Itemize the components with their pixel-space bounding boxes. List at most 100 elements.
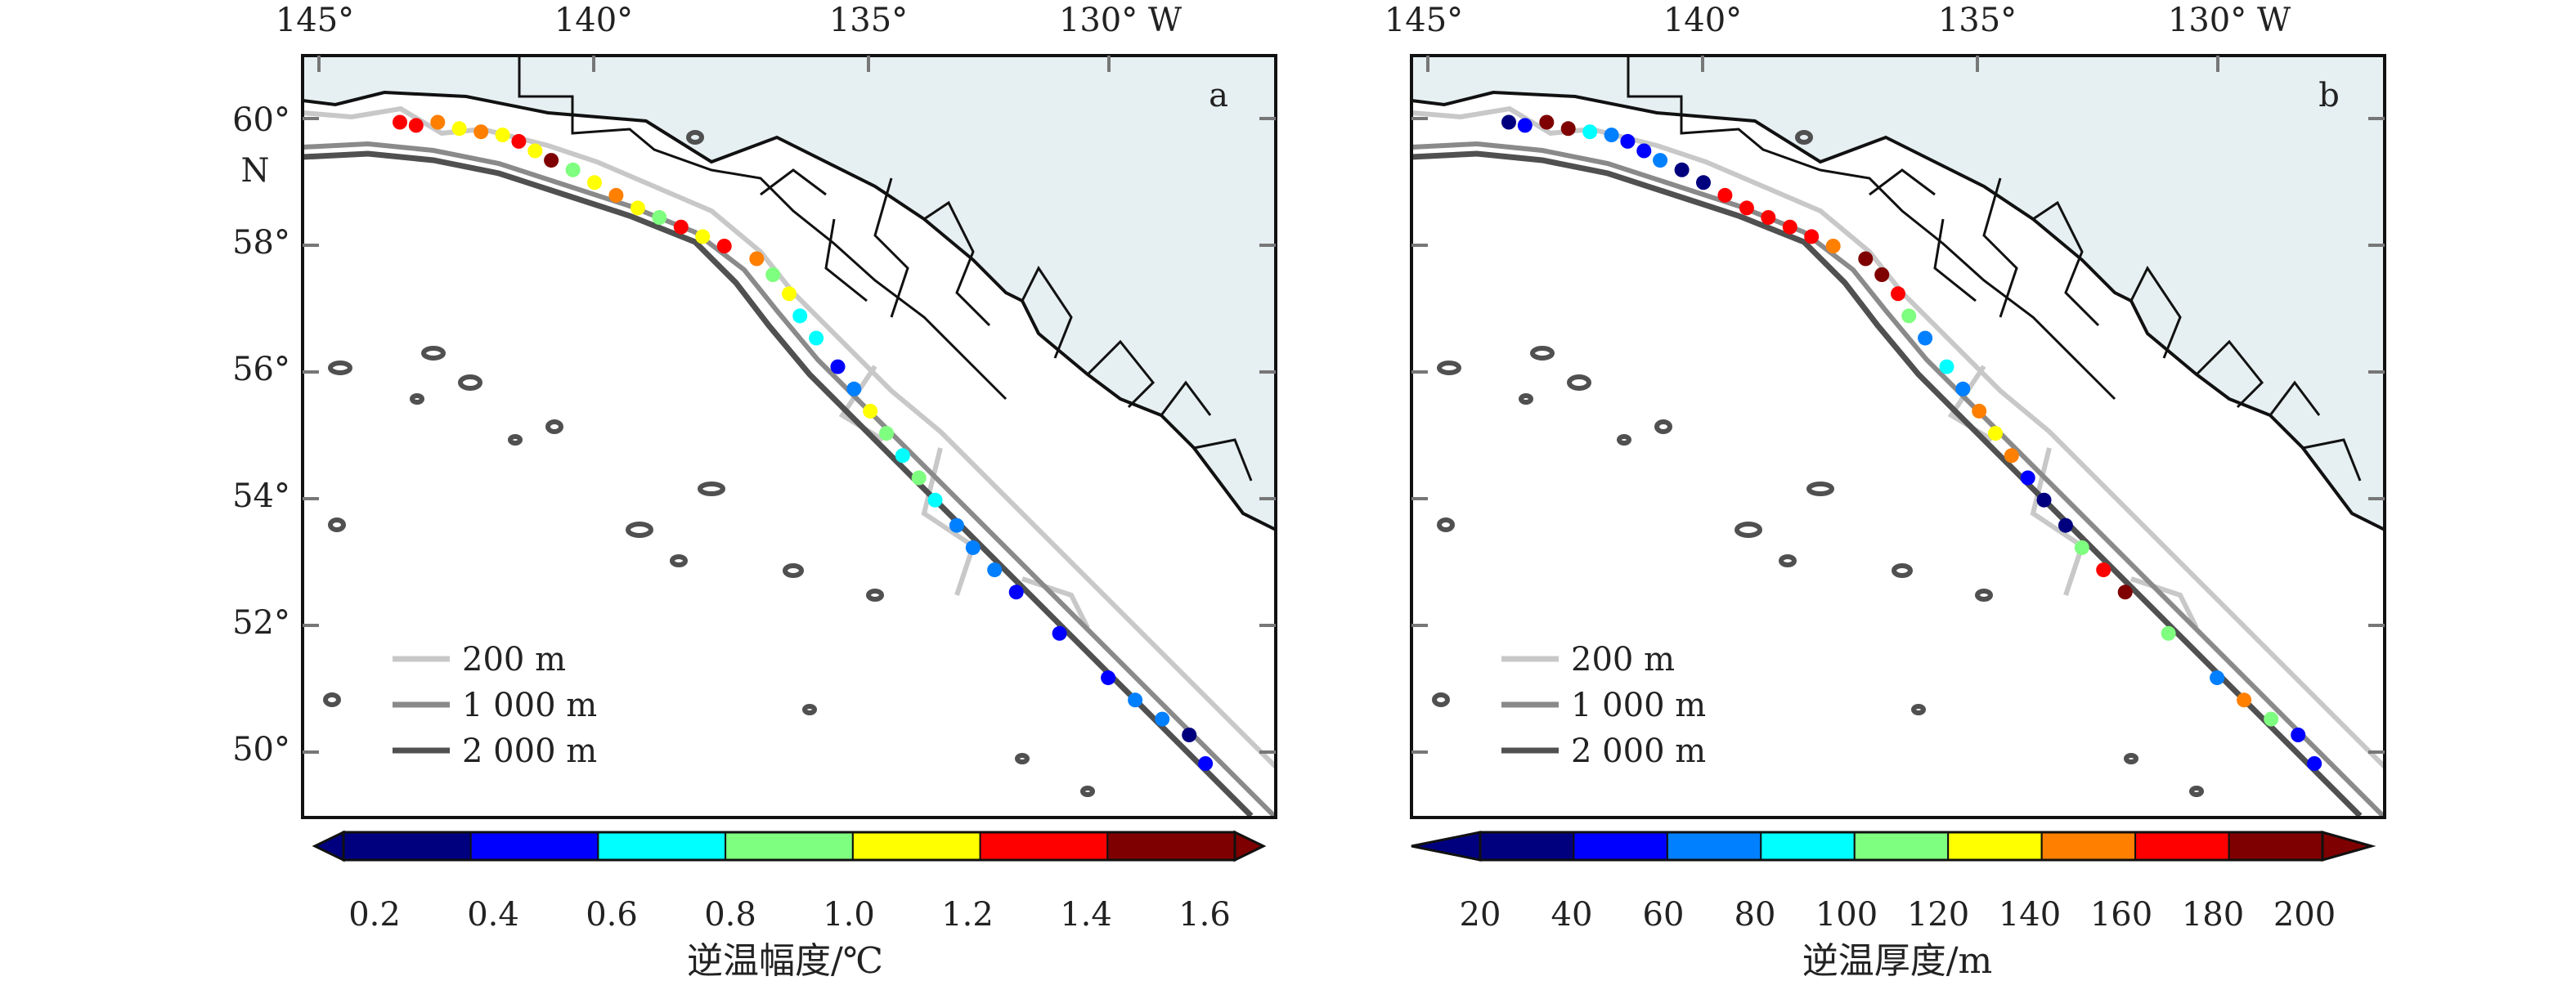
observation-point bbox=[1874, 267, 1890, 282]
observation-point bbox=[608, 187, 624, 203]
colorbar-cells-b bbox=[1479, 831, 2324, 861]
colorbar-title-a: 逆温幅度/℃ bbox=[687, 940, 883, 982]
colorbar-cell bbox=[2040, 831, 2137, 861]
observation-point bbox=[393, 114, 407, 130]
lon-tick-label: 140° bbox=[1663, 2, 1742, 39]
observation-point bbox=[1988, 426, 2003, 441]
observation-point bbox=[565, 162, 581, 177]
observation-point bbox=[451, 121, 467, 137]
map-panel-a: 145° 140° 135° 130° W 60° N 58° 56° 54° … bbox=[232, 2, 1277, 982]
fjords bbox=[760, 168, 1253, 482]
colorbar-b bbox=[1411, 831, 2376, 862]
land bbox=[1411, 56, 2385, 530]
border-line bbox=[1627, 56, 2116, 401]
observation-point bbox=[911, 470, 927, 486]
observation-point bbox=[809, 330, 824, 346]
observation-point bbox=[2020, 470, 2035, 486]
colorbar-tick-label: 1.0 bbox=[823, 896, 875, 934]
observation-point bbox=[408, 118, 424, 133]
isobath-2000 bbox=[303, 150, 1254, 818]
colorbar-cell bbox=[1947, 831, 2043, 861]
colorbar-tick-label: 200 bbox=[2273, 896, 2336, 934]
observation-point bbox=[2264, 711, 2279, 727]
observation-point bbox=[1501, 114, 1516, 130]
observation-point bbox=[987, 562, 1003, 578]
isobath-legend-b: 200 m 1 000 m 2 000 m bbox=[1501, 641, 1706, 770]
colorbar-arrow-low bbox=[1411, 831, 1482, 862]
observation-point bbox=[652, 210, 667, 225]
observation-point bbox=[1696, 175, 1711, 190]
map-panel-b: 145° 140° 135° 130° W b 200 m 1 000 m 2 … bbox=[1384, 2, 2386, 982]
observation-point bbox=[749, 251, 765, 267]
colorbar-frame-b bbox=[1479, 831, 2324, 862]
observation-point bbox=[544, 153, 559, 168]
colorbar-cell bbox=[597, 831, 727, 861]
colorbar-tick-label: 60 bbox=[1643, 896, 1685, 934]
observation-point bbox=[879, 426, 894, 441]
colorbar-cell bbox=[1573, 831, 1668, 861]
frame-ticks-b bbox=[1411, 56, 2385, 754]
colorbar-cell bbox=[1760, 831, 1856, 861]
observation-point bbox=[1128, 692, 1143, 708]
lat-tick-label: 50° bbox=[232, 731, 290, 768]
observation-point bbox=[1582, 124, 1598, 140]
observation-point bbox=[2096, 562, 2112, 578]
border-line bbox=[518, 56, 1008, 401]
observation-point bbox=[1052, 625, 1067, 641]
observation-point bbox=[1782, 219, 1797, 235]
panel-label-b: b bbox=[2318, 77, 2340, 114]
observation-point bbox=[863, 403, 878, 419]
observation-point bbox=[1198, 756, 1214, 771]
legend-label-2000: 2 000 m bbox=[462, 732, 597, 770]
colorbar-ticks-a: 0.2 0.4 0.6 0.8 1.0 1.2 1.4 1.6 bbox=[348, 896, 1231, 934]
observation-point bbox=[846, 381, 862, 396]
colorbar-frame-a bbox=[342, 831, 1236, 862]
observation-point bbox=[1155, 711, 1170, 727]
observation-point bbox=[1517, 118, 1533, 133]
legend-label-1000: 1 000 m bbox=[1571, 687, 1706, 724]
frame-ticks-a bbox=[303, 56, 1276, 754]
observation-point bbox=[782, 286, 797, 302]
observation-point bbox=[1972, 403, 1987, 419]
observation-point bbox=[673, 219, 689, 235]
observation-point bbox=[830, 359, 846, 374]
observation-point bbox=[473, 124, 489, 140]
colorbar-ticks-b: 20 40 60 80 100 120 140 160 180 200 bbox=[1460, 896, 2336, 934]
colorbar-tick-label: 180 bbox=[2182, 896, 2244, 934]
colorbar-tick-label: 0.6 bbox=[586, 896, 638, 934]
observation-point bbox=[1604, 128, 1619, 143]
observation-points-a bbox=[393, 114, 1214, 771]
colorbar-tick-label: 1.4 bbox=[1060, 896, 1112, 934]
lat-tick-label: 52° bbox=[232, 604, 290, 642]
fjords bbox=[1869, 168, 2362, 482]
colorbar-cell bbox=[979, 831, 1109, 861]
observation-point bbox=[1560, 121, 1576, 137]
observation-point bbox=[587, 175, 602, 190]
colorbar-title-b: 逆温厚度/m bbox=[1802, 940, 1993, 982]
observation-point bbox=[1939, 359, 1954, 374]
legend-label-200: 200 m bbox=[462, 641, 566, 679]
observation-point bbox=[1717, 187, 1733, 203]
observation-point bbox=[927, 492, 943, 508]
observation-point bbox=[2036, 492, 2052, 508]
seamounts bbox=[323, 130, 1095, 797]
observation-point bbox=[2074, 540, 2089, 555]
observation-point bbox=[2117, 585, 2133, 600]
observation-point bbox=[895, 448, 910, 464]
isobath-1000 bbox=[1411, 141, 2385, 818]
colorbar-cells-a bbox=[343, 831, 1236, 861]
observation-point bbox=[495, 128, 510, 143]
observation-point bbox=[1891, 286, 1905, 302]
colorbar-tick-label: 0.2 bbox=[348, 896, 401, 934]
colorbar-tick-label: 160 bbox=[2090, 896, 2152, 934]
lon-tick-label: 135° bbox=[1938, 2, 2017, 39]
map-frame-a bbox=[301, 54, 1277, 819]
observation-point bbox=[430, 114, 446, 130]
colorbar-cell bbox=[1666, 831, 1762, 861]
observation-point bbox=[1955, 381, 1971, 396]
observation-point bbox=[1739, 200, 1754, 216]
colorbar-tick-label: 0.8 bbox=[704, 896, 756, 934]
coastline bbox=[303, 90, 1276, 531]
colorbar-cell bbox=[1853, 831, 1950, 861]
observation-point bbox=[1008, 585, 1024, 600]
